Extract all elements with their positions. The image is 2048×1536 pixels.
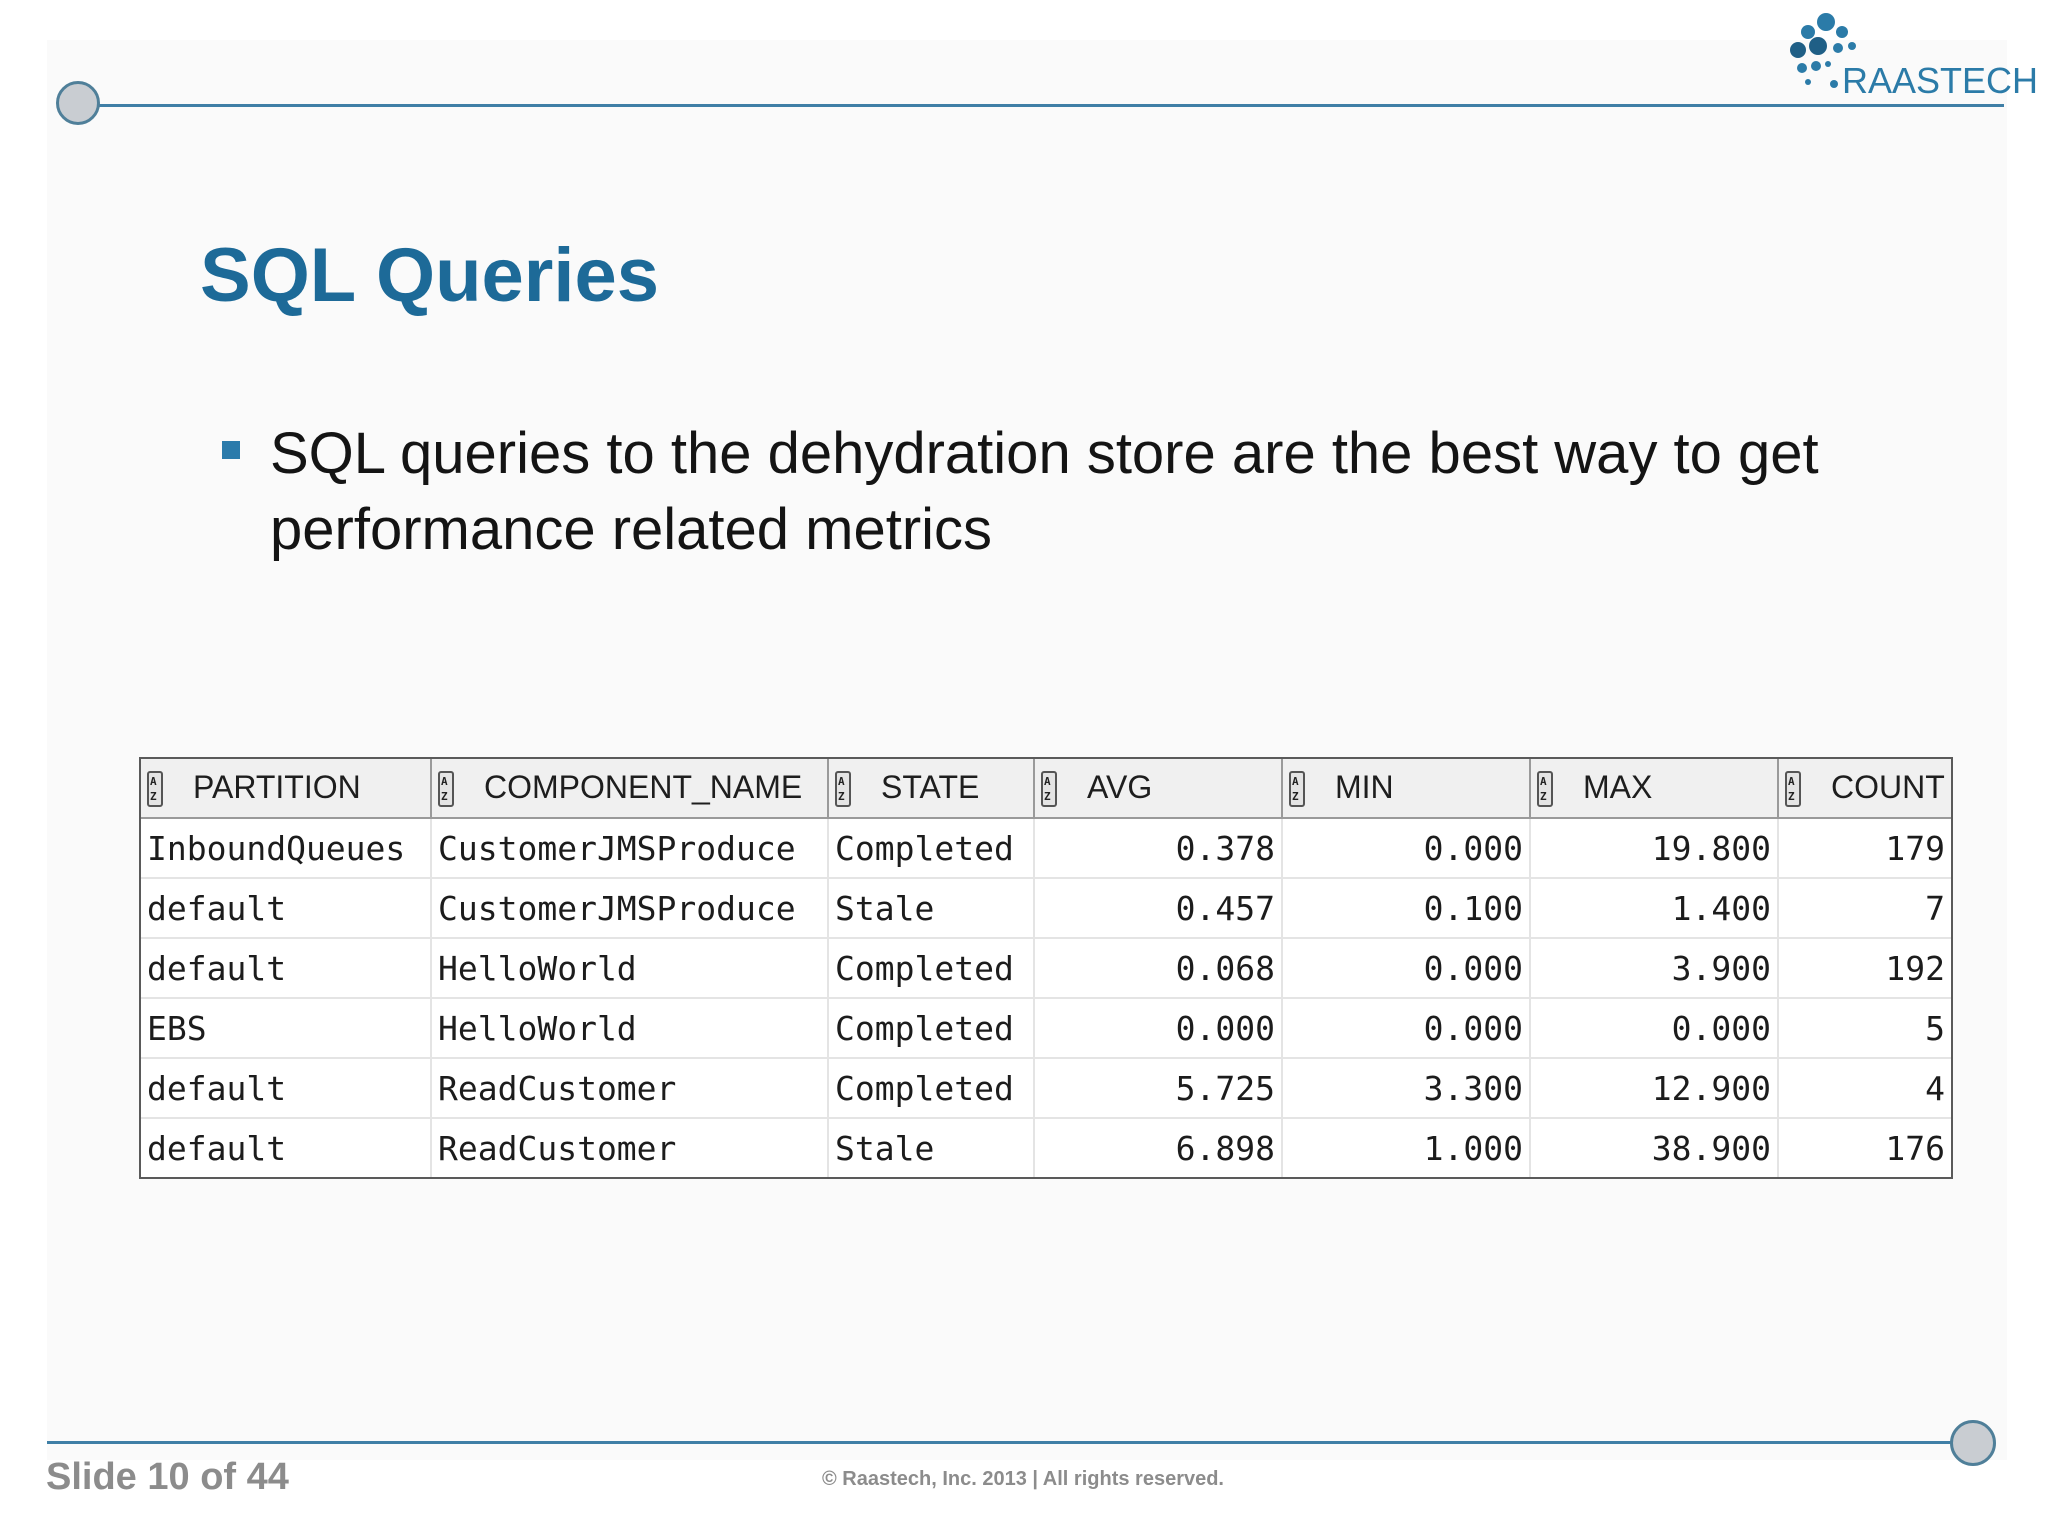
logo-globe-icon [1790,13,1856,88]
cell-min: 3.300 [1282,1058,1531,1119]
cell-max: 19.800 [1530,818,1779,879]
cell-state: Completed [828,998,1035,1059]
cell-count: 176 [1885,1128,1945,1168]
cell-partition: default [141,938,432,999]
query-results-grid: PARTITION COMPONENT_NAME STATE AVG MIN M… [139,757,1953,1179]
table-row[interactable]: default CustomerJMSProduce Stale 0.457 0… [141,878,1951,939]
column-header-component-name[interactable]: COMPONENT_NAME [431,759,829,819]
sort-icon[interactable] [1041,771,1057,808]
cell-component-name: ReadCustomer [431,1058,829,1119]
cell-partition: default [141,1058,432,1119]
cell-avg: 0.457 [1034,878,1283,939]
top-rule-knob [56,81,100,125]
column-header-state[interactable]: STATE [828,759,1035,819]
cell-component-name: CustomerJMSProduce [431,878,829,939]
cell-min: 0.000 [1282,998,1531,1059]
top-rule [80,104,2004,107]
cell-partition: default [141,1118,432,1177]
bullet-text: SQL queries to the dehydration store are… [270,421,1819,562]
cell-component-name: HelloWorld [431,938,829,999]
column-header-partition[interactable]: PARTITION [141,759,432,819]
slide-title: SQL Queries [200,233,660,318]
cell-min: 0.000 [1282,818,1531,879]
table-row[interactable]: EBS HelloWorld Completed 0.000 0.000 0.0… [141,998,1951,1059]
cell-state: Completed [828,938,1035,999]
cell-component-name: CustomerJMSProduce [431,818,829,879]
cell-max: 38.900 [1530,1118,1779,1177]
cell-min: 1.000 [1282,1118,1531,1177]
column-header-min[interactable]: MIN [1282,759,1531,819]
cell-count: 7 [1778,878,1951,939]
slide-number: Slide 10 of 44 [46,1456,289,1498]
sort-icon[interactable] [147,771,163,808]
slide-background [47,40,2007,1460]
cell-state: Stale [828,878,1035,939]
cell-state: Stale [828,1118,1035,1177]
raastech-logo: RAASTECH [1786,10,2038,101]
cell-count: 5 [1778,998,1951,1059]
cell-max: 0.000 [1530,998,1779,1059]
table-row[interactable]: default ReadCustomer Stale 6.898 1.000 3… [141,1118,1951,1177]
copyright-notice: © Raastech, Inc. 2013 | All rights reser… [822,1468,1224,1490]
logo-text: RAASTECH [1842,60,2039,101]
sort-icon[interactable] [835,771,851,808]
column-header-avg[interactable]: AVG [1034,759,1283,819]
cell-max: 1.400 [1530,878,1779,939]
cell-avg: 6.898 [1034,1118,1283,1177]
cell-state: Completed [828,1058,1035,1119]
cell-partition: default [141,878,432,939]
cell-component-name: ReadCustomer [431,1118,829,1177]
cell-count: 192 [1778,938,1951,999]
cell-partition: InboundQueues [141,818,432,879]
cell-component-name: HelloWorld [431,998,829,1059]
cell-avg: 5.725 [1034,1058,1283,1119]
cell-count: 179 [1778,818,1951,879]
table-row[interactable]: InboundQueues CustomerJMSProduce Complet… [141,818,1951,879]
column-header-max[interactable]: MAX [1530,759,1779,819]
cell-count: 4 [1778,1058,1951,1119]
cell-max: 3.900 [1530,938,1779,999]
sort-icon[interactable] [438,771,454,808]
cell-partition: EBS [141,998,432,1059]
sort-icon[interactable] [1289,771,1305,808]
table-row[interactable]: default ReadCustomer Completed 5.725 3.3… [141,1058,1951,1119]
table-row[interactable]: default HelloWorld Completed 0.068 0.000… [141,938,1951,999]
cell-avg: 0.378 [1034,818,1283,879]
cell-max: 12.900 [1530,1058,1779,1119]
cell-state: Completed [828,818,1035,879]
bottom-rule [47,1441,1972,1444]
cell-avg: 0.068 [1034,938,1283,999]
cell-min: 0.100 [1282,878,1531,939]
cell-avg: 0.000 [1034,998,1283,1059]
sort-icon[interactable] [1537,771,1553,808]
table-header-row: PARTITION COMPONENT_NAME STATE AVG MIN M… [141,759,1951,819]
bullet-square-icon [222,441,240,459]
bottom-rule-knob [1950,1420,1996,1466]
cell-min: 0.000 [1282,938,1531,999]
sort-icon[interactable] [1785,771,1801,808]
column-header-count[interactable]: COUNT [1778,759,1951,819]
